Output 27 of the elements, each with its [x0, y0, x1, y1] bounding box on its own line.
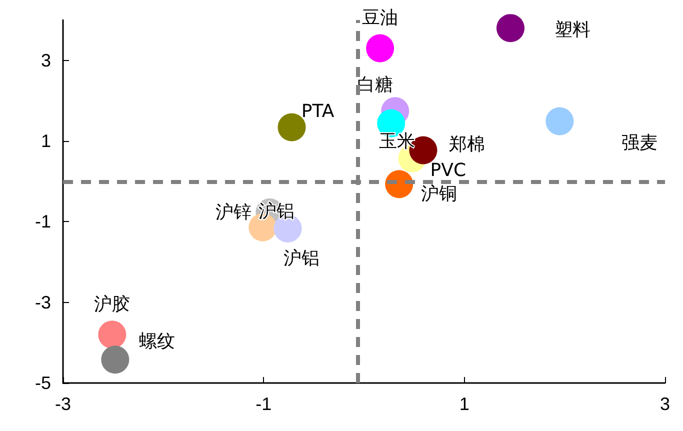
series-label: PVC — [430, 160, 466, 181]
series-label: 玉米 — [379, 130, 416, 152]
y-tick-label: -3 — [34, 292, 51, 312]
y-tick-label: -5 — [34, 373, 51, 393]
series-label: 沪胶 — [94, 294, 130, 316]
x-tick-label: 1 — [459, 394, 470, 414]
series-label: 郑棉 — [449, 134, 486, 155]
series-label: 豆油 — [362, 8, 398, 29]
series-label: 沪铝 — [258, 200, 295, 222]
point — [496, 14, 524, 42]
x-tick-label: -3 — [54, 394, 72, 414]
series-label: 塑料 — [554, 20, 590, 41]
series-label: PTA — [301, 100, 335, 122]
y-tick-label: 3 — [40, 50, 51, 70]
y-tick-label: 1 — [40, 131, 51, 151]
y-tick-label: -1 — [34, 212, 51, 232]
point — [546, 107, 574, 136]
point — [366, 34, 394, 62]
x-tick-label: -1 — [256, 394, 272, 414]
series-label: 沪铝 — [284, 248, 320, 270]
series-label: 沪铜 — [421, 184, 458, 205]
point — [101, 346, 130, 374]
x-tick-label: 3 — [660, 394, 670, 414]
series-label: 沪锌 — [216, 202, 252, 223]
point — [98, 320, 126, 349]
text: 强麦 — [622, 132, 658, 154]
series-label: 螺纹 — [139, 331, 176, 352]
